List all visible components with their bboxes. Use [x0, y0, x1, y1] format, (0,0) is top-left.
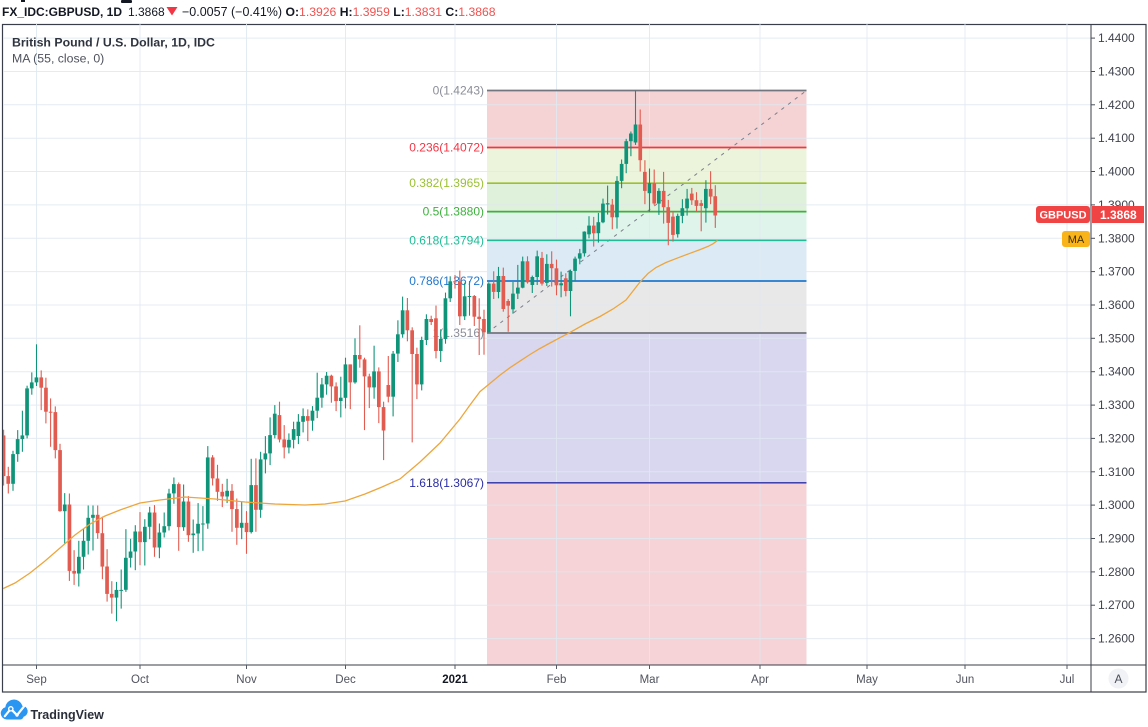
svg-text:0.382(1.3965): 0.382(1.3965) — [409, 176, 484, 190]
svg-text:1.3868: 1.3868 — [1100, 208, 1137, 222]
svg-text:1.3000: 1.3000 — [1098, 498, 1135, 512]
svg-text:British Pound / U.S. Dollar, 1: British Pound / U.S. Dollar, 1D, IDC — [12, 36, 215, 50]
svg-text:Apr: Apr — [751, 674, 769, 686]
svg-text:Feb: Feb — [547, 674, 567, 686]
svg-text:FX_IDC:GBPUSD, 1D: FX_IDC:GBPUSD, 1D — [2, 5, 122, 19]
svg-text:GBPUSD: GBPUSD — [1039, 210, 1086, 222]
svg-text:O:1.3926 H:1.3959 L:1.3831 C:1: O:1.3926 H:1.3959 L:1.3831 C:1.3868 — [286, 5, 496, 19]
svg-text:1.3100: 1.3100 — [1098, 465, 1135, 479]
svg-text:1.2700: 1.2700 — [1098, 598, 1135, 612]
svg-text:1.3600: 1.3600 — [1098, 298, 1135, 312]
svg-text:1.4200: 1.4200 — [1098, 98, 1135, 112]
svg-text:Mar: Mar — [640, 674, 660, 686]
svg-text:Oct: Oct — [131, 674, 150, 686]
svg-text:0.618(1.3794): 0.618(1.3794) — [409, 233, 484, 247]
svg-text:MA: MA — [1068, 234, 1085, 246]
svg-text:1.2800: 1.2800 — [1098, 565, 1135, 579]
svg-text:1.2900: 1.2900 — [1098, 532, 1135, 546]
svg-text:1.3200: 1.3200 — [1098, 431, 1135, 445]
svg-text:1.3500: 1.3500 — [1098, 331, 1135, 345]
svg-text:1.2600: 1.2600 — [1098, 632, 1135, 646]
svg-text:Jun: Jun — [956, 674, 975, 686]
svg-text:TradingView: TradingView — [31, 708, 105, 722]
svg-text:−0.0057 (−0.41%): −0.0057 (−0.41%) — [182, 5, 282, 19]
svg-text:Nov: Nov — [236, 674, 257, 686]
svg-text:Sep: Sep — [26, 674, 46, 686]
svg-text:0.786(1.3672): 0.786(1.3672) — [409, 274, 484, 288]
svg-text:1.3400: 1.3400 — [1098, 365, 1135, 379]
svg-text:1.4000: 1.4000 — [1098, 165, 1135, 179]
svg-text:1.3868: 1.3868 — [128, 5, 165, 19]
svg-text:MA (55, close, 0): MA (55, close, 0) — [12, 52, 104, 66]
svg-text:1.3800: 1.3800 — [1098, 231, 1135, 245]
svg-text:Dec: Dec — [335, 674, 356, 686]
svg-text:1.3300: 1.3300 — [1098, 398, 1135, 412]
svg-text:1.4400: 1.4400 — [1098, 31, 1135, 45]
svg-text:May: May — [856, 674, 878, 686]
svg-text:1.618(1.3067): 1.618(1.3067) — [409, 476, 484, 490]
svg-text:0.5(1.3880): 0.5(1.3880) — [423, 205, 484, 219]
svg-text:1.4100: 1.4100 — [1098, 131, 1135, 145]
svg-text:0.236(1.4072): 0.236(1.4072) — [409, 141, 484, 155]
svg-text:A: A — [1114, 672, 1122, 686]
svg-text:2021: 2021 — [442, 674, 468, 686]
svg-text:0(1.4243): 0(1.4243) — [433, 84, 484, 98]
svg-text:1.4300: 1.4300 — [1098, 65, 1135, 79]
svg-text:1.3700: 1.3700 — [1098, 265, 1135, 279]
svg-text:Jul: Jul — [1060, 674, 1075, 686]
